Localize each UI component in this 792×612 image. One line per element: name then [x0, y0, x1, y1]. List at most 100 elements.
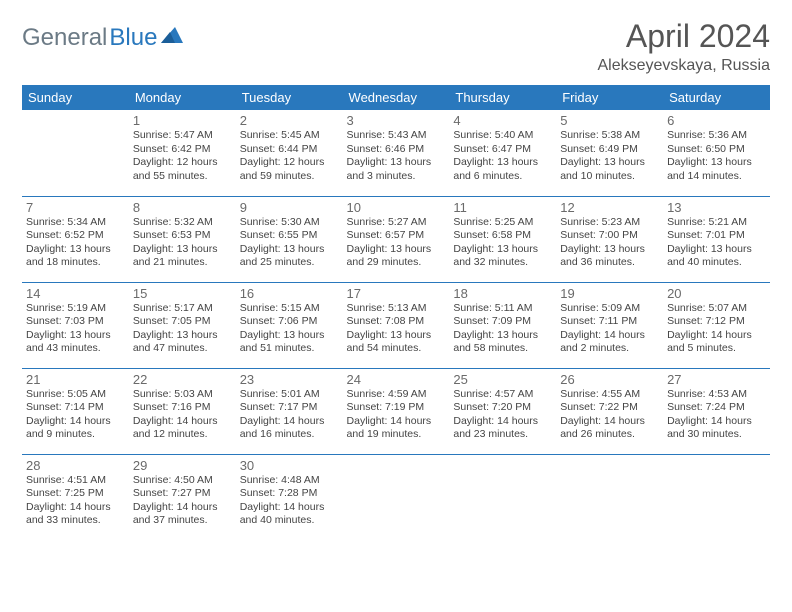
daylight-text: and 30 minutes.	[667, 428, 766, 442]
day-number: 10	[347, 200, 446, 215]
daylight-text: Daylight: 13 hours	[560, 156, 659, 170]
daylight-text: Daylight: 14 hours	[560, 329, 659, 343]
calendar-cell: 20Sunrise: 5:07 AMSunset: 7:12 PMDayligh…	[663, 282, 770, 368]
day-number: 27	[667, 372, 766, 387]
calendar-cell: 22Sunrise: 5:03 AMSunset: 7:16 PMDayligh…	[129, 368, 236, 454]
daylight-text: Daylight: 13 hours	[26, 243, 125, 257]
daylight-text: Daylight: 14 hours	[347, 415, 446, 429]
daylight-text: and 29 minutes.	[347, 256, 446, 270]
calendar-cell	[343, 454, 450, 540]
daylight-text: Daylight: 13 hours	[560, 243, 659, 257]
sunrise-text: Sunrise: 5:38 AM	[560, 129, 659, 143]
day-number: 11	[453, 200, 552, 215]
daylight-text: Daylight: 13 hours	[133, 329, 232, 343]
day-number: 20	[667, 286, 766, 301]
calendar-cell: 6Sunrise: 5:36 AMSunset: 6:50 PMDaylight…	[663, 110, 770, 196]
sunset-text: Sunset: 6:53 PM	[133, 229, 232, 243]
daylight-text: Daylight: 14 hours	[560, 415, 659, 429]
logo-triangle-icon	[161, 27, 183, 50]
daylight-text: Daylight: 14 hours	[133, 415, 232, 429]
day-number: 8	[133, 200, 232, 215]
sunset-text: Sunset: 7:28 PM	[240, 487, 339, 501]
sunset-text: Sunset: 6:47 PM	[453, 143, 552, 157]
day-number: 3	[347, 113, 446, 128]
sunset-text: Sunset: 7:09 PM	[453, 315, 552, 329]
calendar-cell: 18Sunrise: 5:11 AMSunset: 7:09 PMDayligh…	[449, 282, 556, 368]
sunrise-text: Sunrise: 4:48 AM	[240, 474, 339, 488]
calendar-cell: 30Sunrise: 4:48 AMSunset: 7:28 PMDayligh…	[236, 454, 343, 540]
sunset-text: Sunset: 6:49 PM	[560, 143, 659, 157]
daylight-text: and 21 minutes.	[133, 256, 232, 270]
title-block: April 2024 Alekseyevskaya, Russia	[597, 18, 770, 75]
sunrise-text: Sunrise: 5:05 AM	[26, 388, 125, 402]
day-header: Sunday	[22, 85, 129, 110]
sunrise-text: Sunrise: 4:51 AM	[26, 474, 125, 488]
sunrise-text: Sunrise: 4:57 AM	[453, 388, 552, 402]
daylight-text: and 23 minutes.	[453, 428, 552, 442]
sunset-text: Sunset: 7:25 PM	[26, 487, 125, 501]
calendar-cell: 25Sunrise: 4:57 AMSunset: 7:20 PMDayligh…	[449, 368, 556, 454]
daylight-text: and 37 minutes.	[133, 514, 232, 528]
calendar-row: 7Sunrise: 5:34 AMSunset: 6:52 PMDaylight…	[22, 196, 770, 282]
sunrise-text: Sunrise: 4:50 AM	[133, 474, 232, 488]
daylight-text: Daylight: 12 hours	[240, 156, 339, 170]
daylight-text: and 33 minutes.	[26, 514, 125, 528]
day-number: 24	[347, 372, 446, 387]
sunrise-text: Sunrise: 5:34 AM	[26, 216, 125, 230]
daylight-text: Daylight: 14 hours	[667, 415, 766, 429]
sunset-text: Sunset: 7:01 PM	[667, 229, 766, 243]
daylight-text: and 40 minutes.	[240, 514, 339, 528]
sunrise-text: Sunrise: 5:32 AM	[133, 216, 232, 230]
sunrise-text: Sunrise: 5:19 AM	[26, 302, 125, 316]
location: Alekseyevskaya, Russia	[597, 57, 770, 75]
daylight-text: Daylight: 14 hours	[133, 501, 232, 515]
sunrise-text: Sunrise: 5:01 AM	[240, 388, 339, 402]
logo: GeneralBlue	[22, 24, 183, 52]
sunset-text: Sunset: 7:24 PM	[667, 401, 766, 415]
sunrise-text: Sunrise: 5:21 AM	[667, 216, 766, 230]
daylight-text: Daylight: 13 hours	[453, 156, 552, 170]
day-number: 14	[26, 286, 125, 301]
day-number: 23	[240, 372, 339, 387]
day-header: Monday	[129, 85, 236, 110]
sunset-text: Sunset: 7:06 PM	[240, 315, 339, 329]
sunset-text: Sunset: 6:57 PM	[347, 229, 446, 243]
sunset-text: Sunset: 7:14 PM	[26, 401, 125, 415]
day-number: 5	[560, 113, 659, 128]
sunset-text: Sunset: 7:16 PM	[133, 401, 232, 415]
sunrise-text: Sunrise: 4:59 AM	[347, 388, 446, 402]
daylight-text: and 5 minutes.	[667, 342, 766, 356]
day-number: 13	[667, 200, 766, 215]
day-header: Tuesday	[236, 85, 343, 110]
sunrise-text: Sunrise: 5:11 AM	[453, 302, 552, 316]
calendar-row: 21Sunrise: 5:05 AMSunset: 7:14 PMDayligh…	[22, 368, 770, 454]
day-number: 18	[453, 286, 552, 301]
daylight-text: and 55 minutes.	[133, 170, 232, 184]
calendar-cell: 29Sunrise: 4:50 AMSunset: 7:27 PMDayligh…	[129, 454, 236, 540]
sunset-text: Sunset: 6:58 PM	[453, 229, 552, 243]
sunrise-text: Sunrise: 5:45 AM	[240, 129, 339, 143]
sunset-text: Sunset: 7:08 PM	[347, 315, 446, 329]
sunset-text: Sunset: 7:11 PM	[560, 315, 659, 329]
daylight-text: and 58 minutes.	[453, 342, 552, 356]
calendar-cell: 4Sunrise: 5:40 AMSunset: 6:47 PMDaylight…	[449, 110, 556, 196]
calendar-cell: 11Sunrise: 5:25 AMSunset: 6:58 PMDayligh…	[449, 196, 556, 282]
sunrise-text: Sunrise: 4:55 AM	[560, 388, 659, 402]
day-number: 17	[347, 286, 446, 301]
header: GeneralBlue April 2024 Alekseyevskaya, R…	[22, 18, 770, 75]
daylight-text: and 43 minutes.	[26, 342, 125, 356]
day-header-row: Sunday Monday Tuesday Wednesday Thursday…	[22, 85, 770, 110]
daylight-text: and 9 minutes.	[26, 428, 125, 442]
sunrise-text: Sunrise: 5:43 AM	[347, 129, 446, 143]
daylight-text: Daylight: 13 hours	[133, 243, 232, 257]
calendar-cell: 3Sunrise: 5:43 AMSunset: 6:46 PMDaylight…	[343, 110, 450, 196]
sunset-text: Sunset: 7:05 PM	[133, 315, 232, 329]
sunset-text: Sunset: 6:44 PM	[240, 143, 339, 157]
calendar-cell: 10Sunrise: 5:27 AMSunset: 6:57 PMDayligh…	[343, 196, 450, 282]
calendar-cell: 13Sunrise: 5:21 AMSunset: 7:01 PMDayligh…	[663, 196, 770, 282]
calendar-row: 14Sunrise: 5:19 AMSunset: 7:03 PMDayligh…	[22, 282, 770, 368]
daylight-text: and 47 minutes.	[133, 342, 232, 356]
daylight-text: and 40 minutes.	[667, 256, 766, 270]
sunrise-text: Sunrise: 5:30 AM	[240, 216, 339, 230]
sunset-text: Sunset: 7:22 PM	[560, 401, 659, 415]
